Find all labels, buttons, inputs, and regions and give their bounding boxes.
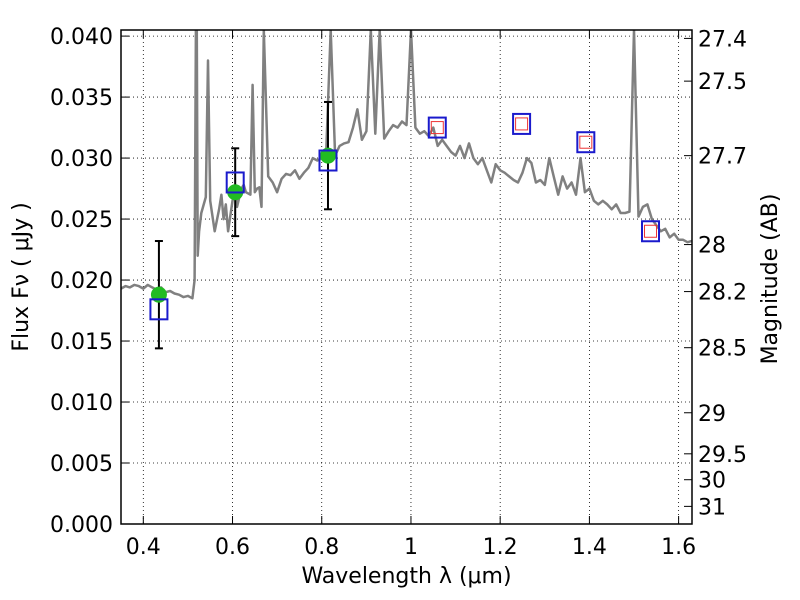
y-tick-label: 0.015: [50, 330, 113, 355]
x-tick-label: 0.6: [215, 535, 250, 560]
x-tick-label: 0.4: [126, 535, 161, 560]
model-band-square: [576, 131, 596, 154]
mag-tick-label: 29: [698, 402, 726, 427]
x-axis-title: Wavelength λ (μm): [301, 564, 511, 589]
x-tick-label: 1.6: [661, 535, 696, 560]
model-band-square: [318, 149, 338, 172]
mag-tick-label: 27.4: [698, 27, 747, 52]
model-band-inner-square: [579, 135, 593, 149]
plot-frame: [120, 29, 693, 525]
mag-tick-label: 31: [698, 495, 726, 520]
model-band-square: [641, 220, 661, 243]
axis-ticks: 0.4 0.6 0.8 1 1.2 1.4 1.6 0.000 0.005 0.010 0.015 0…: [50, 25, 747, 560]
x-tick-label: 1.4: [572, 535, 607, 560]
y-tick-label: 0.040: [50, 25, 113, 50]
mag-tick-label: 27.7: [698, 145, 747, 170]
y-axis-title: Flux Fν ( μJy ): [9, 202, 34, 351]
y-tick-label: 0.030: [50, 147, 113, 172]
model-band-square: [427, 116, 447, 139]
y-tick-label: 0.020: [50, 269, 113, 294]
mag-tick-label: 30: [698, 469, 726, 494]
x-tick-label: 1.2: [483, 535, 518, 560]
mag-tick-label: 28.2: [698, 281, 747, 306]
y2-axis-title: Magnitude (AB): [758, 194, 783, 365]
x-tick-label: 1: [404, 535, 418, 560]
model-band-square: [225, 171, 245, 194]
observed-flux-point: [319, 147, 336, 164]
mag-tick-label: 29.5: [698, 443, 747, 468]
y-tick-label: 0.035: [50, 86, 113, 111]
y-tick-label: 0.010: [50, 391, 113, 416]
mag-tick-label: 28: [698, 234, 726, 259]
model-band-inner-square: [430, 121, 444, 135]
mag-tick-label: 28.5: [698, 337, 747, 362]
model-band-square: [149, 298, 169, 321]
y-tick-label: 0.025: [50, 208, 113, 233]
x-tick-label: 0.8: [304, 535, 339, 560]
model-band-square: [512, 112, 532, 135]
model-band-inner-square: [515, 117, 529, 131]
model-band-inner-square: [644, 224, 658, 238]
model-spectrum-line: [121, 30, 692, 300]
y-tick-label: 0.005: [50, 452, 113, 477]
plot-data-layer: [121, 30, 692, 350]
y-tick-label: 0.000: [50, 513, 113, 538]
mag-tick-label: 27.5: [698, 70, 747, 95]
